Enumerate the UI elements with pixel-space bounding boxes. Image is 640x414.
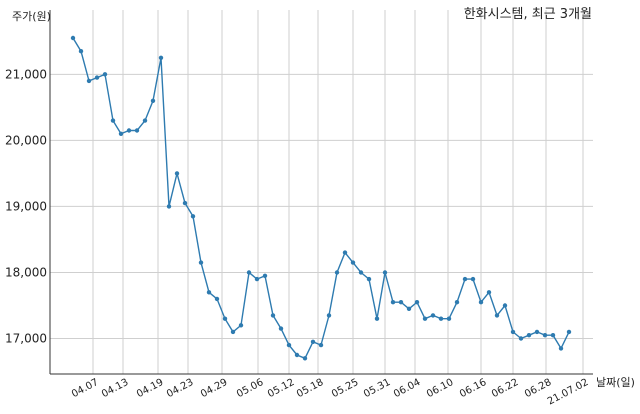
x-tick-label: 05.06	[235, 377, 265, 400]
x-tick-label: 06.22	[490, 377, 520, 400]
data-point	[510, 329, 516, 335]
data-point	[454, 300, 460, 305]
y-tick-label: 20,000	[5, 133, 47, 147]
data-point	[182, 200, 188, 206]
data-point	[110, 118, 116, 123]
x-tick-label: 04.29	[199, 377, 229, 400]
x-tick-label: 06.04	[392, 377, 422, 400]
data-point	[462, 276, 468, 282]
data-point	[550, 333, 556, 338]
data-point	[478, 300, 484, 305]
grid	[49, 10, 593, 375]
x-tick-label: 21.07.02	[546, 377, 590, 408]
data-point	[566, 329, 572, 335]
x-tick-label: 04.07	[70, 377, 100, 400]
x-tick-label: 04.13	[100, 377, 130, 400]
data-point	[294, 352, 300, 358]
x-tick-label: 06.10	[425, 377, 455, 400]
data-point	[422, 316, 428, 321]
price-line	[72, 37, 570, 360]
chart-title: 한화시스템, 최근 3개월	[464, 7, 592, 22]
data-point	[78, 49, 84, 54]
data-point	[310, 339, 316, 344]
data-point	[358, 270, 364, 275]
data-point	[366, 276, 372, 282]
data-point	[502, 303, 508, 308]
data-point	[102, 72, 108, 77]
data-point	[558, 346, 564, 351]
x-tick-label: 04.23	[165, 377, 195, 400]
data-point	[430, 313, 436, 318]
y-tick-label: 19,000	[5, 199, 47, 213]
data-point	[334, 270, 340, 275]
x-axis: 04.07 04.13 04.19 04.23 04.29 05.06 05.1205.18…	[70, 377, 590, 408]
data-point	[406, 306, 412, 311]
data-point	[246, 270, 252, 275]
data-point	[342, 250, 348, 255]
data-point	[230, 329, 236, 335]
y-axis: 17,000 18,000 19,000 20,000 21,000	[5, 67, 47, 345]
data-point	[174, 171, 180, 176]
data-point	[134, 128, 140, 133]
x-tick-label: 05.18	[295, 377, 325, 400]
data-point	[142, 118, 148, 123]
data-points	[70, 35, 572, 361]
data-point	[302, 356, 308, 361]
data-point	[414, 300, 420, 305]
data-point	[126, 128, 132, 133]
data-point	[86, 78, 92, 84]
data-point	[390, 300, 396, 305]
data-point	[398, 300, 404, 305]
data-point	[222, 316, 228, 321]
data-point	[446, 316, 452, 321]
data-point	[278, 326, 284, 331]
data-point	[526, 333, 532, 338]
data-point	[270, 313, 276, 318]
data-point	[70, 35, 76, 41]
data-point	[238, 323, 244, 328]
data-point	[486, 290, 492, 295]
data-point	[534, 329, 540, 335]
data-point	[318, 342, 324, 348]
data-point	[158, 55, 164, 60]
x-tick-label: 05.31	[362, 377, 392, 400]
data-point	[166, 204, 172, 209]
data-point	[198, 260, 204, 265]
y-tick-label: 18,000	[5, 265, 47, 279]
data-point	[206, 290, 212, 295]
x-tick-label: 05.12	[266, 377, 296, 400]
data-point	[494, 313, 500, 318]
data-point	[286, 342, 292, 348]
y-tick-label: 17,000	[5, 332, 47, 346]
data-point	[190, 214, 196, 219]
data-point	[374, 316, 380, 321]
data-point	[470, 276, 476, 282]
data-point	[542, 333, 548, 338]
data-point	[214, 296, 220, 302]
data-point	[262, 273, 268, 278]
data-point	[150, 98, 156, 104]
y-tick-label: 21,000	[5, 67, 47, 81]
x-tick-label: 06.16	[458, 377, 488, 400]
data-point	[118, 131, 124, 136]
y-axis-label: 주가(원)	[12, 10, 51, 23]
data-point	[350, 260, 356, 265]
data-point	[382, 270, 388, 275]
x-tick-label: 04.19	[135, 377, 165, 400]
data-point	[438, 316, 444, 321]
x-tick-label: 05.25	[330, 377, 360, 400]
x-axis-label: 날짜(일)	[596, 375, 635, 389]
data-point	[94, 75, 100, 80]
data-point	[518, 336, 524, 341]
data-point	[254, 276, 260, 282]
data-point	[326, 313, 332, 318]
